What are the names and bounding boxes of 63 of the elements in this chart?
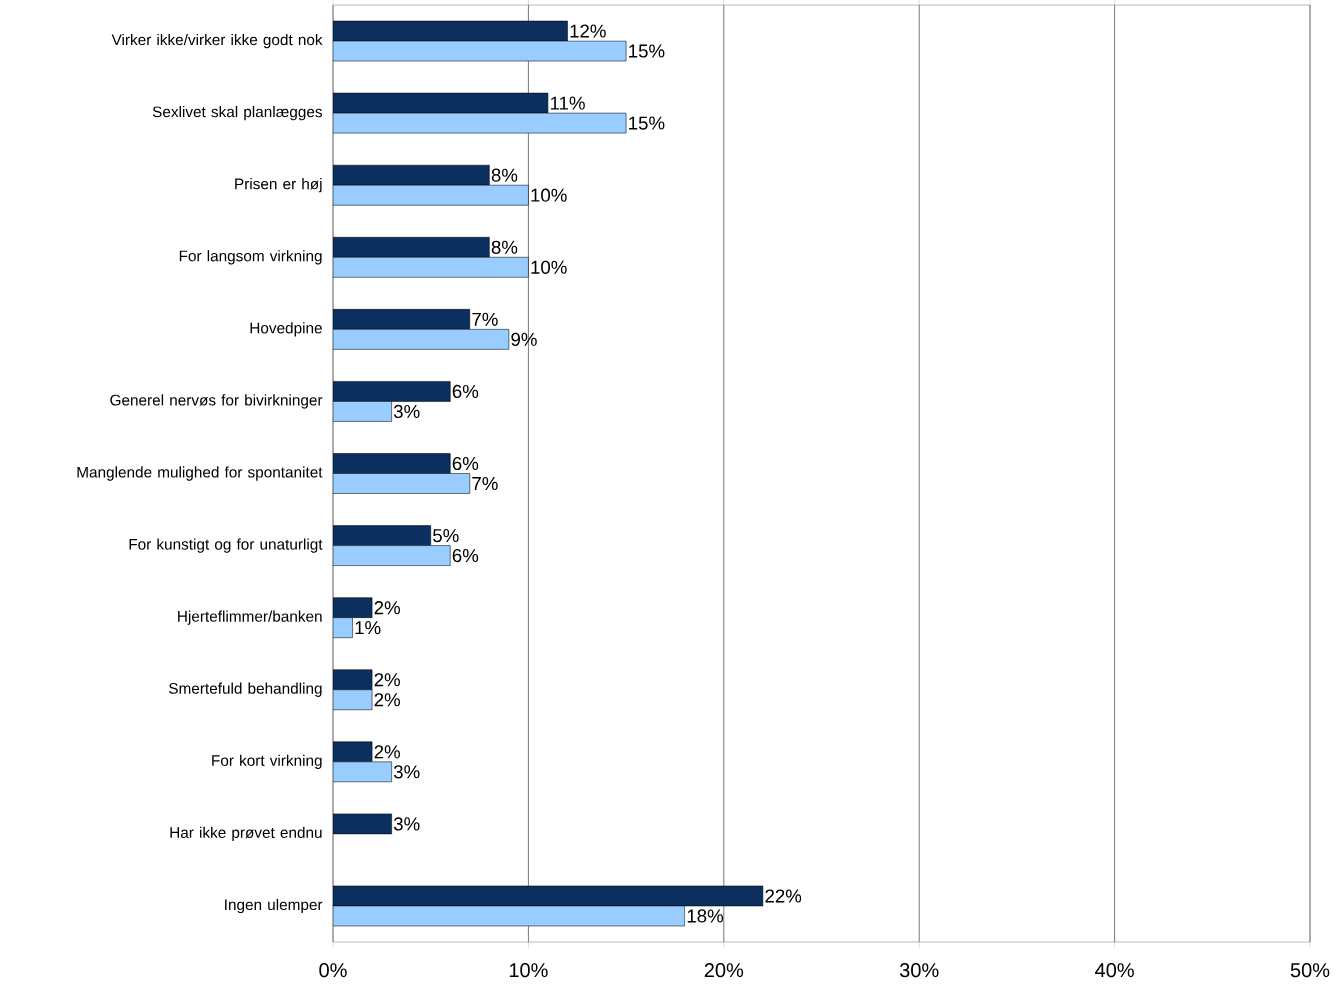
x-tick-label: 20% [704, 963, 744, 978]
data-label: 10% [531, 188, 567, 202]
data-label: 7% [472, 312, 498, 326]
bar [333, 545, 451, 566]
data-label: 12% [570, 24, 606, 38]
x-tick-label: 50% [1290, 963, 1330, 978]
data-label: 2% [374, 601, 400, 615]
y-tick-label: For kort virkning [212, 754, 322, 769]
data-label: 6% [452, 456, 479, 471]
bar [333, 309, 471, 330]
data-label: 6% [452, 548, 479, 563]
data-label: 8% [491, 240, 518, 254]
bar [333, 885, 764, 907]
y-tick-label: Virker ikke/virker ikke godt nok [111, 33, 323, 49]
bar [333, 257, 529, 278]
data-label: 18% [687, 909, 724, 923]
data-label: 22% [765, 889, 802, 903]
data-label: 2% [374, 745, 400, 759]
bar [333, 741, 373, 763]
y-tick-label: For langsom virkning [179, 250, 322, 265]
bar [333, 401, 392, 422]
bar [333, 905, 685, 927]
data-label: 3% [393, 817, 420, 831]
y-tick-label: Har ikke prøvet endnu [170, 826, 322, 842]
y-tick-label: Hovedpine [250, 322, 322, 337]
data-label: 11% [550, 96, 585, 110]
bar [333, 329, 510, 350]
data-label: 5% [433, 529, 459, 543]
data-label: 15% [629, 116, 665, 130]
bar [333, 761, 392, 783]
data-label: 7% [472, 476, 498, 491]
y-tick-label: Prisen er høj [235, 178, 322, 193]
data-label: 15% [629, 44, 665, 58]
data-label: 9% [511, 332, 537, 346]
y-tick-label: Hjerteflimmer/banken [178, 610, 322, 625]
y-tick-label: Manglende mulighed for spontanitet [77, 466, 323, 481]
y-tick-label: Smertefuld behandling [169, 682, 322, 697]
y-tick-label: Generel nervøs for bivirkninger [110, 394, 323, 409]
x-tick-label: 10% [509, 963, 548, 978]
x-tick-label: 40% [1095, 963, 1134, 978]
bar [333, 689, 373, 711]
x-tick-label: 30% [899, 963, 939, 978]
data-label: 3% [393, 404, 420, 419]
data-label: 1% [355, 621, 381, 635]
data-label: 8% [491, 168, 518, 182]
x-tick-label: 0% [319, 963, 347, 978]
bar [333, 453, 451, 474]
data-label: 10% [531, 260, 567, 274]
bar [333, 381, 451, 402]
data-label: 3% [393, 765, 420, 779]
bar [333, 184, 529, 206]
data-label: 2% [374, 673, 400, 687]
bar [333, 669, 373, 691]
y-tick-label: Ingen ulemper [225, 898, 323, 914]
data-label: 6% [452, 384, 479, 399]
data-label: 2% [374, 693, 400, 707]
bar [333, 597, 373, 618]
y-tick-label: Sexlivet skal planlægges [152, 105, 322, 121]
bar [333, 525, 431, 546]
bar [333, 473, 471, 494]
bar [333, 164, 490, 186]
bar [333, 237, 490, 258]
y-tick-label: For kunstigt og for unaturligt [129, 538, 323, 553]
